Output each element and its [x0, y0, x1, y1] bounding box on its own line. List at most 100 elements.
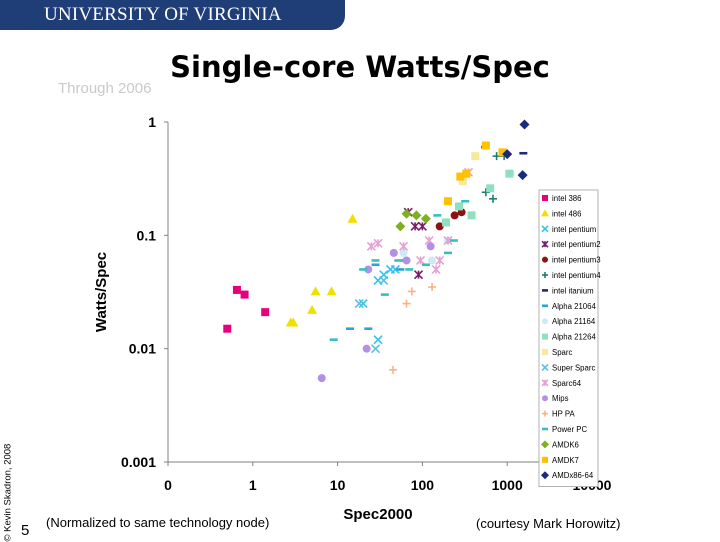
legend-item: Alpha 21264: [542, 333, 596, 342]
legend-item: intel pentium2: [541, 240, 601, 249]
x-tick-label: 1000: [492, 477, 523, 493]
legend: intel 386 intel 486 intel pentium intel pen…: [538, 189, 601, 488]
legend-label: AMDx86-64: [552, 471, 594, 480]
data-point: [456, 172, 465, 181]
data-point: [364, 265, 373, 274]
data-point: [347, 213, 358, 223]
legend-item: intel 386: [542, 194, 581, 203]
x-axis-label: Spec2000: [343, 506, 412, 523]
data-point: [358, 299, 368, 309]
legend-label: Alpha 21164: [552, 317, 596, 326]
data-point: [317, 374, 326, 383]
legend-label: intel pentium4: [552, 271, 601, 280]
legend-item: HP PA: [542, 410, 575, 419]
legend-item: Power PC: [542, 425, 587, 434]
data-point: [410, 221, 420, 231]
data-point: [402, 299, 411, 308]
x-tick-label: 100: [411, 477, 435, 493]
data-point: [471, 152, 480, 161]
y-tick-label: 1: [148, 114, 156, 130]
y-axis-label: Watts/Spec: [93, 252, 110, 332]
data-point: [420, 213, 431, 224]
data-point: [498, 148, 507, 157]
legend-item: intel pentium3: [542, 256, 601, 265]
data-point: [454, 202, 463, 211]
data-point: [415, 255, 426, 266]
legend-item: Mips: [542, 394, 569, 403]
legend-box: [538, 189, 599, 488]
data-point: [407, 287, 416, 296]
legend-label: intel pentium3: [552, 256, 601, 265]
data-point: [399, 241, 409, 251]
data-point: [428, 256, 437, 265]
data-point: [411, 210, 422, 221]
data-point: [502, 149, 513, 160]
data-point: [417, 221, 427, 231]
data-point: [431, 264, 441, 275]
y-tick-label: 0.1: [137, 227, 157, 243]
data-point: [373, 335, 383, 345]
data-point: [435, 255, 445, 266]
x-tick-label: 0: [164, 477, 172, 493]
legend-item: intel pentium: [541, 225, 596, 234]
legend-label: intel 386: [552, 194, 581, 203]
data-point: [223, 324, 232, 333]
legend-item: Alpha 21164: [542, 317, 596, 326]
slide-title: Single-core Watts/Spec: [170, 50, 550, 84]
legend-item: intel itanium: [542, 286, 594, 295]
legend-label: AMDK7: [552, 456, 579, 465]
data-point: [467, 211, 476, 220]
data-point: [388, 365, 397, 374]
data-point: [462, 169, 471, 178]
data-point: [401, 208, 412, 219]
ghost-subtitle: Through 2006: [58, 80, 152, 97]
legend-item: Sparc64: [541, 379, 582, 388]
data-point: [232, 285, 241, 294]
data-point: [517, 170, 528, 181]
data-point: [486, 184, 495, 193]
data-point: [505, 169, 514, 178]
data-point: [362, 344, 371, 353]
data-point: [481, 141, 490, 150]
data-point: [288, 317, 299, 327]
normalization-note: (Normalized to same technology node): [46, 515, 270, 530]
courtesy-note: (courtesy Mark Horowitz): [476, 516, 621, 531]
data-point: [428, 283, 437, 292]
legend-label: Super Sparc: [552, 363, 595, 372]
legend-label: Sparc64: [552, 379, 582, 388]
data-point: [240, 290, 249, 299]
data-point: [366, 241, 376, 251]
data-point: [458, 177, 467, 186]
legend-item: Sparc: [542, 348, 572, 357]
data-point: [450, 211, 459, 220]
data-point: [443, 235, 453, 246]
y-tick-label: 0.01: [129, 341, 156, 357]
x-tick-label: 1: [249, 477, 257, 493]
data-point: [442, 218, 451, 227]
university-banner: UNIVERSITY OF VIRGINIA: [0, 0, 345, 30]
legend-item: Alpha 21064: [542, 302, 596, 311]
legend-label: Sparc: [552, 348, 572, 357]
legend-label: Power PC: [552, 425, 587, 434]
legend-label: intel pentium2: [552, 240, 601, 249]
data-point: [261, 308, 270, 317]
legend-label: HP PA: [552, 410, 575, 419]
data-point: [399, 248, 408, 257]
data-point: [519, 119, 530, 130]
legend-label: Alpha 21264: [552, 333, 596, 342]
legend-item: intel pentium4: [542, 271, 601, 280]
data-point: [326, 286, 337, 296]
data-point: [402, 256, 411, 265]
x-tick-label: 10: [330, 477, 346, 493]
data-point: [379, 275, 389, 285]
slide-number: 5: [21, 522, 30, 539]
data-point: [310, 286, 321, 296]
legend-item: Super Sparc: [541, 363, 595, 372]
data-point: [488, 194, 497, 203]
data-point: [307, 304, 318, 314]
legend-label: intel pentium: [552, 225, 596, 234]
legend-label: AMDK6: [552, 440, 579, 449]
legend-label: Alpha 21064: [552, 302, 596, 311]
data-point: [443, 197, 452, 206]
legend-item: intel 486: [541, 209, 581, 218]
